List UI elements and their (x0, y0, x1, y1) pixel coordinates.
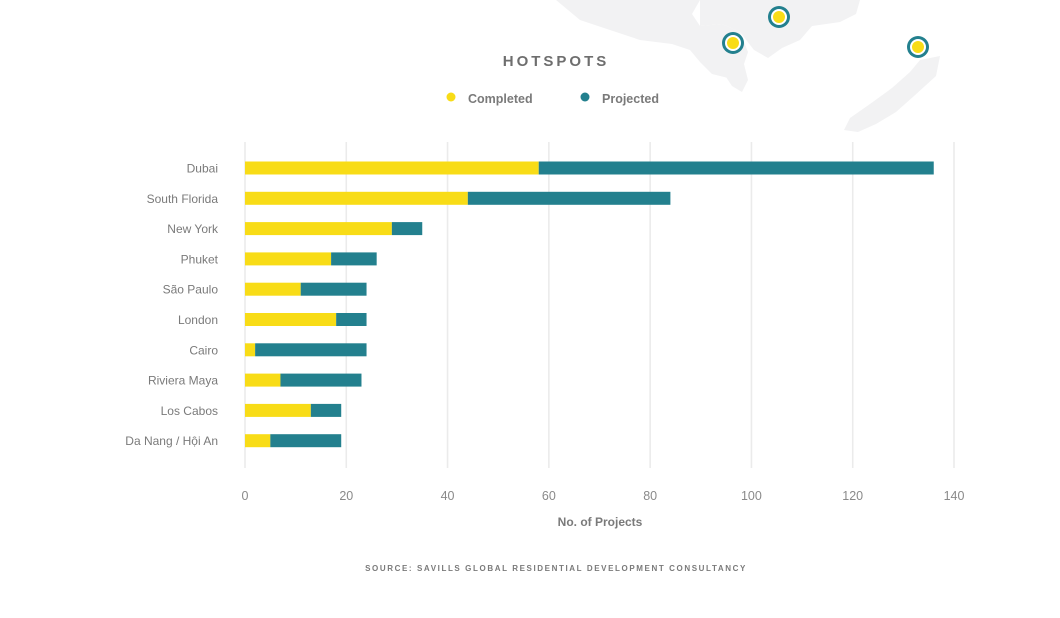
x-tick-label: 20 (339, 489, 353, 503)
bar-completed (245, 191, 468, 205)
bar-projected (538, 161, 934, 175)
x-tick-label: 40 (441, 489, 455, 503)
bar-projected (280, 373, 362, 387)
category-label: Riviera Maya (148, 374, 218, 388)
bar-projected (331, 252, 377, 266)
category-label: London (178, 313, 218, 327)
legend: Completed Projected (446, 92, 659, 106)
bar-projected (467, 191, 671, 205)
x-tick-label: 80 (643, 489, 657, 503)
bar-completed (245, 222, 392, 236)
category-label: São Paulo (163, 283, 219, 297)
background-map (556, 0, 940, 132)
bar-completed (245, 282, 301, 296)
category-label: Phuket (181, 252, 219, 266)
map-marker-dot (727, 37, 739, 49)
legend-swatch-completed (446, 92, 456, 102)
bar-projected (391, 222, 423, 236)
bar-projected (270, 434, 342, 448)
x-axis-label: No. of Projects (558, 515, 643, 529)
map-markers (722, 6, 929, 58)
category-label: Dubai (187, 162, 218, 176)
category-label: Cairo (189, 343, 218, 357)
x-axis-tick-labels: 0 20 40 60 80 100 120 140 (242, 489, 965, 503)
x-tick-label: 100 (741, 489, 762, 503)
category-label: New York (167, 222, 219, 236)
bar-completed (245, 434, 271, 448)
legend-label-projected: Projected (602, 92, 659, 106)
map-marker-dot (773, 11, 785, 23)
x-tick-label: 140 (944, 489, 965, 503)
bar-completed (245, 403, 311, 417)
category-label: Da Nang / Hội An (125, 434, 218, 448)
bar-projected (310, 403, 342, 417)
category-labels: Dubai South Florida New York Phuket São Paul… (125, 162, 219, 449)
legend-swatch-projected (580, 92, 590, 102)
x-tick-label: 60 (542, 489, 556, 503)
chart-title: HOTSPOTS (503, 53, 610, 70)
legend-label-completed: Completed (468, 92, 533, 106)
gridlines (244, 142, 955, 468)
bar-completed (245, 373, 281, 387)
bar-projected (336, 313, 367, 326)
bar-completed (245, 313, 337, 326)
category-label: South Florida (147, 192, 219, 206)
category-label: Los Cabos (161, 404, 218, 418)
bars (245, 161, 934, 448)
x-tick-label: 120 (842, 489, 863, 503)
bar-projected (255, 343, 367, 357)
source-note: SOURCE: SAVILLS GLOBAL RESIDENTIAL DEVEL… (365, 564, 747, 573)
bar-completed (245, 252, 332, 266)
bar-completed (245, 161, 539, 175)
map-marker-dot (912, 41, 924, 53)
bar-projected (300, 282, 367, 296)
bar-completed (245, 343, 256, 357)
x-tick-label: 0 (242, 489, 249, 503)
